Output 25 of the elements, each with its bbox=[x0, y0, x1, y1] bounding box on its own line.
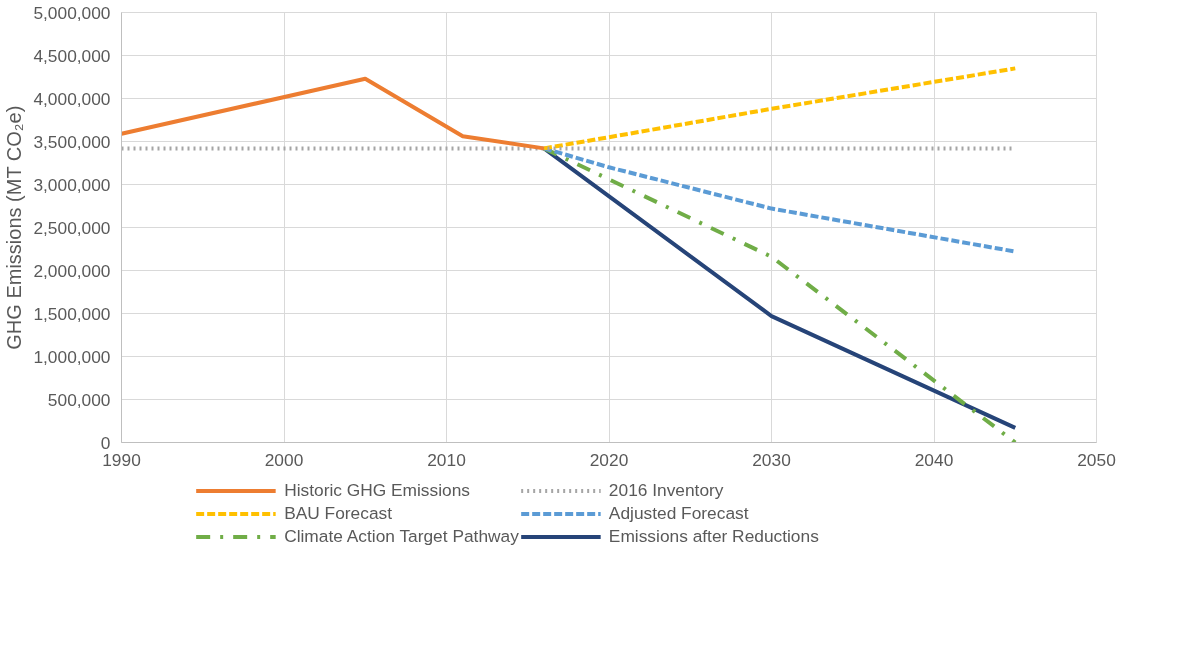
y-tick-label: 3,000,000 bbox=[33, 174, 111, 195]
y-tick-label: 2,000,000 bbox=[33, 260, 111, 281]
line-series bbox=[542, 66, 1018, 151]
y-tick-label: 4,500,000 bbox=[33, 45, 111, 66]
x-tick-label: 2030 bbox=[752, 449, 791, 470]
line-series bbox=[121, 76, 546, 151]
x-tick-label: 2040 bbox=[914, 449, 954, 470]
y-tick-label: 2,500,000 bbox=[33, 217, 111, 238]
legend-label: Adjusted Forecast bbox=[608, 502, 749, 524]
y-tick-label: 5,000,000 bbox=[33, 2, 111, 23]
y-axis-title: GHG Emissions (MT CO₂e) bbox=[3, 105, 26, 350]
x-tick-label: 2020 bbox=[589, 449, 629, 470]
y-tick-label: 4,000,000 bbox=[33, 88, 111, 109]
y-tick-label: 3,500,000 bbox=[33, 131, 111, 152]
x-tick-label: 2010 bbox=[427, 449, 466, 470]
y-tick-label: 1,500,000 bbox=[33, 303, 111, 324]
x-tick-label: 2000 bbox=[264, 449, 304, 470]
x-tick-label: 2050 bbox=[1077, 449, 1116, 470]
legend-label: 2016 Inventory bbox=[608, 479, 724, 501]
y-tick-label: 1,000,000 bbox=[33, 346, 111, 367]
legend-label: Historic GHG Emissions bbox=[284, 479, 470, 501]
legend-label: Emissions after Reductions bbox=[608, 525, 819, 547]
legend-label: Climate Action Target Pathway bbox=[284, 525, 519, 547]
legend-label: BAU Forecast bbox=[284, 502, 393, 524]
y-tick-label: 500,000 bbox=[47, 389, 111, 410]
